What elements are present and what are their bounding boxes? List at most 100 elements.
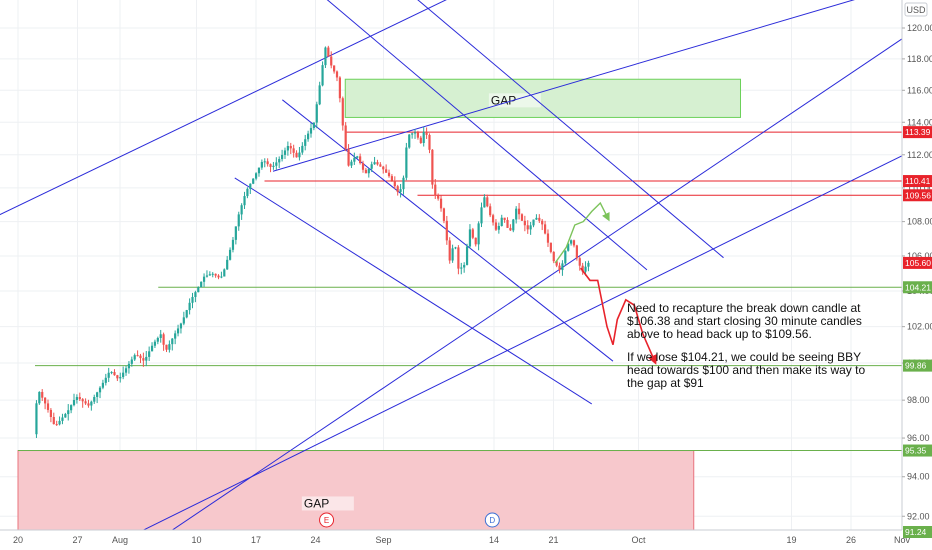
candle-body (116, 375, 119, 379)
candle-body (292, 148, 295, 153)
candle-body (552, 251, 555, 262)
candle-body (136, 355, 139, 357)
candle-body (208, 274, 211, 276)
candle-body (220, 276, 223, 278)
candle-body (254, 173, 258, 179)
candle-body (402, 177, 405, 190)
candle-body (437, 195, 440, 199)
x-tick-label: 26 (846, 535, 856, 545)
candle-body (113, 372, 116, 376)
last-price-badge (903, 256, 932, 269)
candle-body (168, 344, 171, 350)
candle-body (133, 355, 136, 360)
candle-body (237, 214, 240, 227)
candle-body (171, 338, 174, 345)
candle-body (535, 217, 538, 220)
price-badges: 113.39 110.41 109.56 104.21 99.86 95.35 105.60… (903, 126, 932, 538)
level-badge (903, 359, 932, 372)
currency-badge[interactable] (904, 2, 928, 17)
candle-body (298, 152, 301, 158)
event-marker[interactable]: E (319, 512, 335, 528)
candle-body (520, 214, 524, 221)
candle-body (477, 223, 480, 245)
candle-body (78, 397, 81, 400)
candle-body (413, 132, 417, 134)
candle-body (431, 149, 434, 185)
candle-body (90, 401, 93, 406)
level-badge-text: 113.39 (905, 127, 931, 137)
candle-body (405, 147, 408, 178)
candle-body (324, 47, 327, 66)
candle-body (148, 351, 151, 357)
candle-body (139, 355, 142, 359)
candle-body (393, 180, 396, 187)
gap-zones: GAP GAP (17, 78, 741, 530)
level-badge (903, 126, 932, 139)
candle-body (200, 281, 203, 288)
channel-line (272, 0, 855, 172)
candle-body (75, 397, 79, 401)
candle-body (145, 356, 148, 361)
candle-body (304, 139, 307, 146)
candle-body (541, 220, 544, 225)
level-badge (903, 444, 932, 457)
candle-body (353, 157, 356, 162)
candle-body (249, 183, 252, 189)
candle-body (564, 250, 567, 264)
candle-body (515, 208, 518, 220)
candle-body (263, 161, 266, 163)
candle-body (58, 420, 61, 425)
candle-body (119, 377, 122, 379)
event-label: E (324, 516, 329, 525)
candle-body (214, 273, 217, 276)
x-tick-label: Aug (112, 535, 128, 545)
x-axis-ticks: 2027Aug101724Sep1421Oct1926Nov9 (13, 535, 911, 545)
candle-body (359, 156, 362, 164)
candle-body (87, 403, 90, 406)
candle-body (278, 159, 281, 163)
candle-body (512, 219, 515, 231)
candle-body (344, 125, 347, 149)
candle-body (361, 163, 365, 170)
candle-body (471, 229, 474, 238)
candle-body (205, 275, 209, 277)
candle-body (419, 137, 422, 144)
candle-body (266, 161, 269, 165)
candle-body (84, 401, 87, 404)
candle-body (584, 266, 587, 272)
x-tick-label: 10 (191, 535, 201, 545)
candle-body (301, 145, 304, 153)
candle-body (567, 243, 570, 251)
candle-body (96, 392, 99, 397)
candle-body (318, 85, 321, 105)
candle-body (463, 264, 466, 268)
candle-body (70, 405, 73, 411)
bottom-badge (903, 526, 932, 538)
candle-body (509, 227, 512, 231)
event-marker[interactable]: D (484, 512, 500, 528)
x-tick-label: 24 (310, 535, 320, 545)
candle-body (385, 169, 388, 173)
y-tick-label: 94.00 (907, 472, 930, 482)
candle-body (341, 98, 344, 126)
candle-body (61, 417, 64, 421)
candle-body (491, 215, 495, 223)
candle-body (558, 265, 561, 271)
gap-label-bg (301, 496, 354, 511)
candle-body (428, 134, 431, 150)
candle-body (179, 323, 183, 329)
candle-body (182, 317, 185, 324)
candle-body (489, 206, 492, 216)
candle-body (526, 225, 529, 230)
candle-body (257, 167, 261, 174)
candle-body (561, 263, 564, 271)
level-badge (903, 175, 932, 188)
candle-body (367, 168, 370, 174)
candle-body (422, 131, 425, 144)
candle-body (81, 399, 84, 402)
candle-body (191, 296, 194, 303)
candle-body (124, 368, 128, 373)
candle-body (448, 240, 451, 261)
